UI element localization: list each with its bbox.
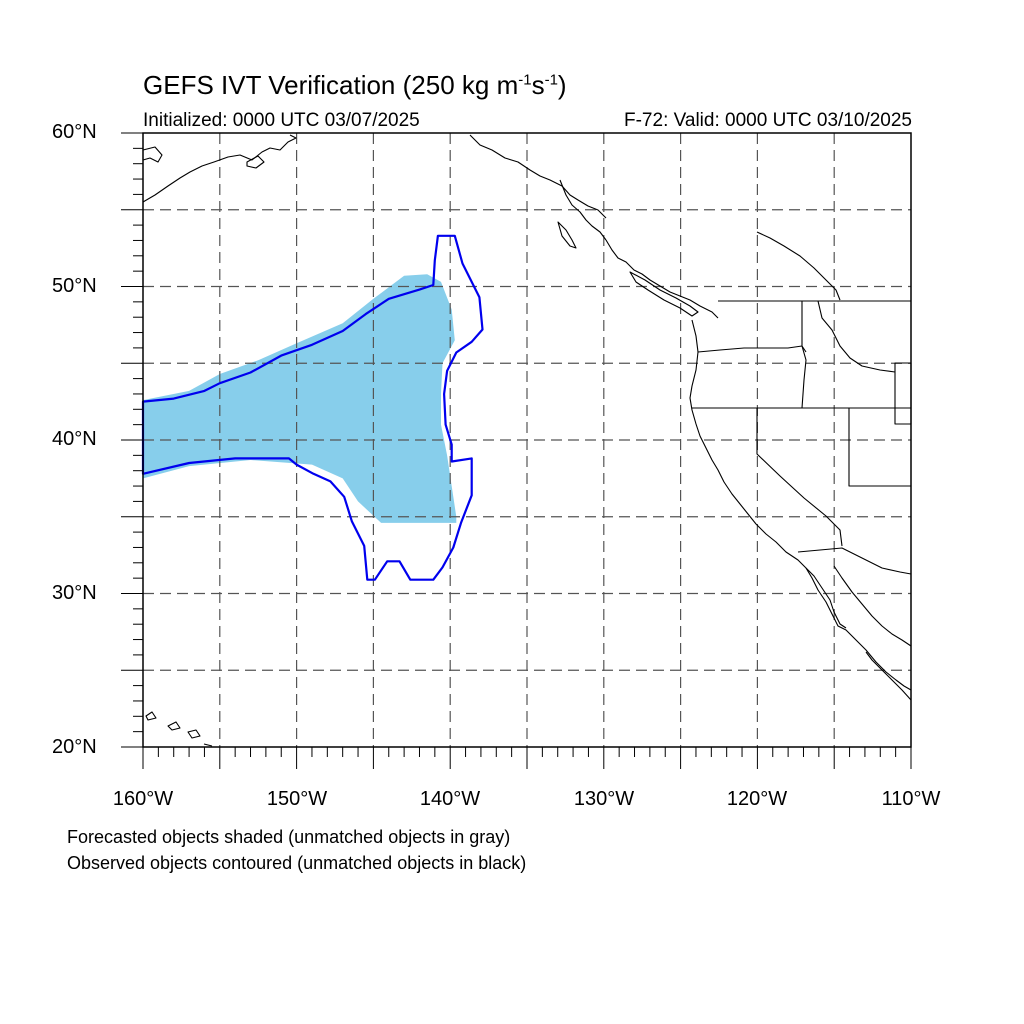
forecast-object-shaded — [143, 274, 457, 523]
footnote-observed: Observed objects contoured (unmatched ob… — [67, 853, 527, 873]
mexico-mainland-coast — [865, 651, 912, 701]
lon-label-150w: 150°W — [266, 788, 328, 810]
coastlines-and-borders — [142, 134, 912, 747]
canada-rockies — [756, 231, 841, 301]
nevada-utah-border — [848, 408, 911, 487]
lat-label-50n: 50°N — [52, 275, 97, 297]
montana-idaho — [817, 300, 896, 373]
observed-object-contour — [141, 234, 484, 581]
idaho-border — [801, 301, 807, 409]
gulf-of-alaska-coast — [469, 134, 607, 219]
graticule — [143, 133, 911, 747]
wyoming-block — [894, 362, 912, 425]
forecast-objects-layer — [143, 274, 457, 523]
lon-label-110w: 110°W — [881, 788, 941, 810]
alaska-coastline — [142, 134, 297, 203]
lon-label-160w: 160°W — [112, 788, 174, 810]
us-west-coast — [689, 319, 847, 629]
lon-label-130w: 130°W — [573, 788, 635, 810]
haida-gwaii — [557, 221, 577, 249]
washington-oregon-border — [697, 345, 807, 353]
vancouver-island — [629, 271, 699, 317]
lat-label-20n: 20°N — [52, 736, 97, 758]
footnote-forecast: Forecasted objects shaded (unmatched obj… — [67, 827, 511, 847]
lat-label-60n: 60°N — [52, 121, 97, 143]
us-mexico-border — [797, 547, 912, 575]
hawaii-islands — [145, 711, 213, 747]
alaska-peninsula-west — [142, 146, 163, 163]
lon-label-120w: 120°W — [726, 788, 788, 810]
valid-time: F-72: Valid: 0000 UTC 03/10/2025 — [624, 110, 912, 131]
initialized-time: Initialized: 0000 UTC 03/07/2025 — [143, 110, 420, 131]
lon-label-140w: 140°W — [419, 788, 481, 810]
se-alaska-panhandle — [559, 179, 607, 241]
gulf-of-california-east — [833, 565, 912, 647]
figure-title: GEFS IVT Verification (250 kg m-1s-1) — [143, 70, 567, 100]
lat-label-30n: 30°N — [52, 582, 97, 604]
baja-california — [805, 567, 912, 691]
observed-objects-layer — [141, 234, 484, 581]
kodiak-island — [246, 155, 265, 169]
california-nevada-border — [756, 408, 843, 547]
bc-coast — [605, 239, 719, 319]
map-frame — [121, 132, 912, 769]
lat-label-40n: 40°N — [52, 428, 97, 450]
